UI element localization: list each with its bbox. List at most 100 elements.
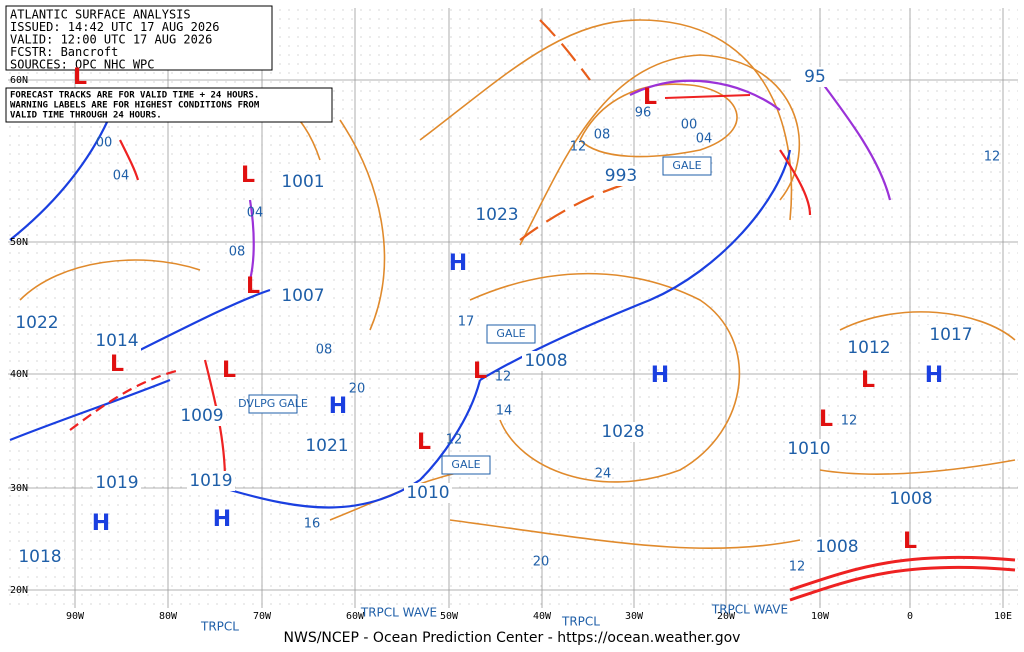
pressure-label: 1008 <box>815 537 858 557</box>
pressure-label: 1010 <box>406 483 449 503</box>
pressure-label-box <box>785 439 833 459</box>
notice-line: WARNING LABELS ARE FOR HIGHEST CONDITION… <box>10 101 260 111</box>
lon-label: 60W <box>346 611 365 622</box>
pressure-label: 1012 <box>847 338 890 358</box>
pressure-label: 1019 <box>95 473 138 493</box>
pressure-label-box <box>16 547 64 567</box>
warning-box <box>486 324 536 344</box>
pressure-label: 1009 <box>180 406 223 426</box>
notice-line: FORECAST TRACKS ARE FOR VALID TIME + 24 … <box>10 91 259 101</box>
pressure-center: L <box>643 85 657 110</box>
pressure-label: 1010 <box>787 439 830 459</box>
isobar-label: 12 <box>495 370 512 385</box>
isobar-label: 00 <box>96 136 113 151</box>
pressure-label: 1014 <box>95 331 138 351</box>
lon-label: 10W <box>811 611 830 622</box>
warning-box <box>248 394 298 414</box>
isobar-label: 12 <box>841 414 858 429</box>
header-line: FCSTR: Bancroft <box>10 45 118 59</box>
pressure-center: H <box>213 507 231 532</box>
lon-label: 50W <box>440 611 459 622</box>
pressure-label: 1028 <box>601 422 644 442</box>
lat-label: 20N <box>10 585 28 596</box>
isobar-label: 04 <box>247 206 264 221</box>
isobar-label: 12 <box>789 560 806 575</box>
isobar-label: 00 <box>681 118 698 133</box>
warning-box <box>441 455 491 475</box>
isobar-label: 04 <box>696 132 713 147</box>
warning-box <box>662 156 712 176</box>
pressure-label: 1023 <box>475 205 518 225</box>
pressure-label: 1001 <box>281 172 324 192</box>
header-line: VALID: 12:00 UTC 17 AUG 2026 <box>10 33 212 47</box>
pressure-center: L <box>861 368 875 393</box>
tropical-label: TRPCL WAVE <box>360 606 437 620</box>
isobar-label: 08 <box>594 128 611 143</box>
pressure-label: 1019 <box>189 471 232 491</box>
pressure-label-box <box>845 338 893 358</box>
pressure-label: 1008 <box>524 351 567 371</box>
lon-label: 90W <box>66 611 85 622</box>
pressure-center: L <box>246 274 260 299</box>
isobar-label: 08 <box>229 245 246 260</box>
isobar-label: 12 <box>984 150 1001 165</box>
track-arrow <box>664 94 751 99</box>
lon-label: 0 <box>907 611 913 622</box>
header-line: ISSUED: 14:42 UTC 17 AUG 2026 <box>10 20 220 34</box>
isobar-label: 17 <box>458 315 475 330</box>
pressure-center: L <box>73 65 87 90</box>
lon-label: 10E <box>994 611 1012 622</box>
pressure-label-box <box>599 422 647 442</box>
pressure-center: H <box>92 511 110 536</box>
pressure-label: 1017 <box>929 325 972 345</box>
pressure-label-box <box>927 325 975 345</box>
pressure-label: 993 <box>605 166 637 186</box>
lon-label: 70W <box>253 611 272 622</box>
footer: NWS/NCEP - Ocean Prediction Center - htt… <box>284 630 741 646</box>
pressure-center: L <box>819 407 833 432</box>
pressure-label: 1018 <box>18 547 61 567</box>
pressure-label: 95 <box>804 67 826 87</box>
tropical-label: TRPCL <box>200 620 239 634</box>
notice-line: VALID TIME THROUGH 24 HOURS. <box>10 111 162 121</box>
pressure-center: L <box>903 529 917 554</box>
pressure-center: L <box>241 163 255 188</box>
pressure-label-box <box>473 205 521 225</box>
lat-label: 30N <box>10 483 28 494</box>
isobar-label: 24 <box>595 467 612 482</box>
pressure-label-box <box>178 406 226 426</box>
warning-label: GALE <box>672 159 701 172</box>
isobar-label: 96 <box>635 106 652 121</box>
isobars <box>19 19 1016 550</box>
isobar-label: 12 <box>446 433 463 448</box>
tropical-label: TRPCL WAVE <box>711 603 788 617</box>
header-line: ATLANTIC SURFACE ANALYSIS <box>10 8 191 22</box>
pressure-label-box <box>13 313 61 333</box>
notice-box: FORECAST TRACKS ARE FOR VALID TIME + 24 … <box>5 87 333 123</box>
pressure-label-box <box>813 537 861 557</box>
pressure-center: L <box>417 430 431 455</box>
isobar-label: 08 <box>316 343 333 358</box>
isobar-label: 14 <box>496 404 513 419</box>
pressure-center: H <box>925 363 943 388</box>
tropical-label: TRPCL <box>561 615 600 629</box>
lat-label: 60N <box>10 75 28 86</box>
pressure-label-box <box>279 286 327 306</box>
pressure-label: 1008 <box>889 489 932 509</box>
isobar-label: 04 <box>113 169 130 184</box>
pressure-label-box <box>187 471 235 491</box>
pressure-center: H <box>329 394 347 419</box>
pressure-center: H <box>449 251 467 276</box>
pressure-label-box <box>93 331 141 351</box>
pressure-label-box <box>791 67 839 87</box>
lat-label: 40N <box>10 369 28 380</box>
lon-label: 20W <box>717 611 736 622</box>
lon-label: 80W <box>159 611 178 622</box>
isobar-label: 12 <box>570 140 587 155</box>
pressure-label-box <box>303 436 351 456</box>
isobar-label: 20 <box>349 382 366 397</box>
pressure-label: 1022 <box>15 313 58 333</box>
pressure-label-box <box>93 473 141 493</box>
pressure-label-box <box>522 351 570 371</box>
